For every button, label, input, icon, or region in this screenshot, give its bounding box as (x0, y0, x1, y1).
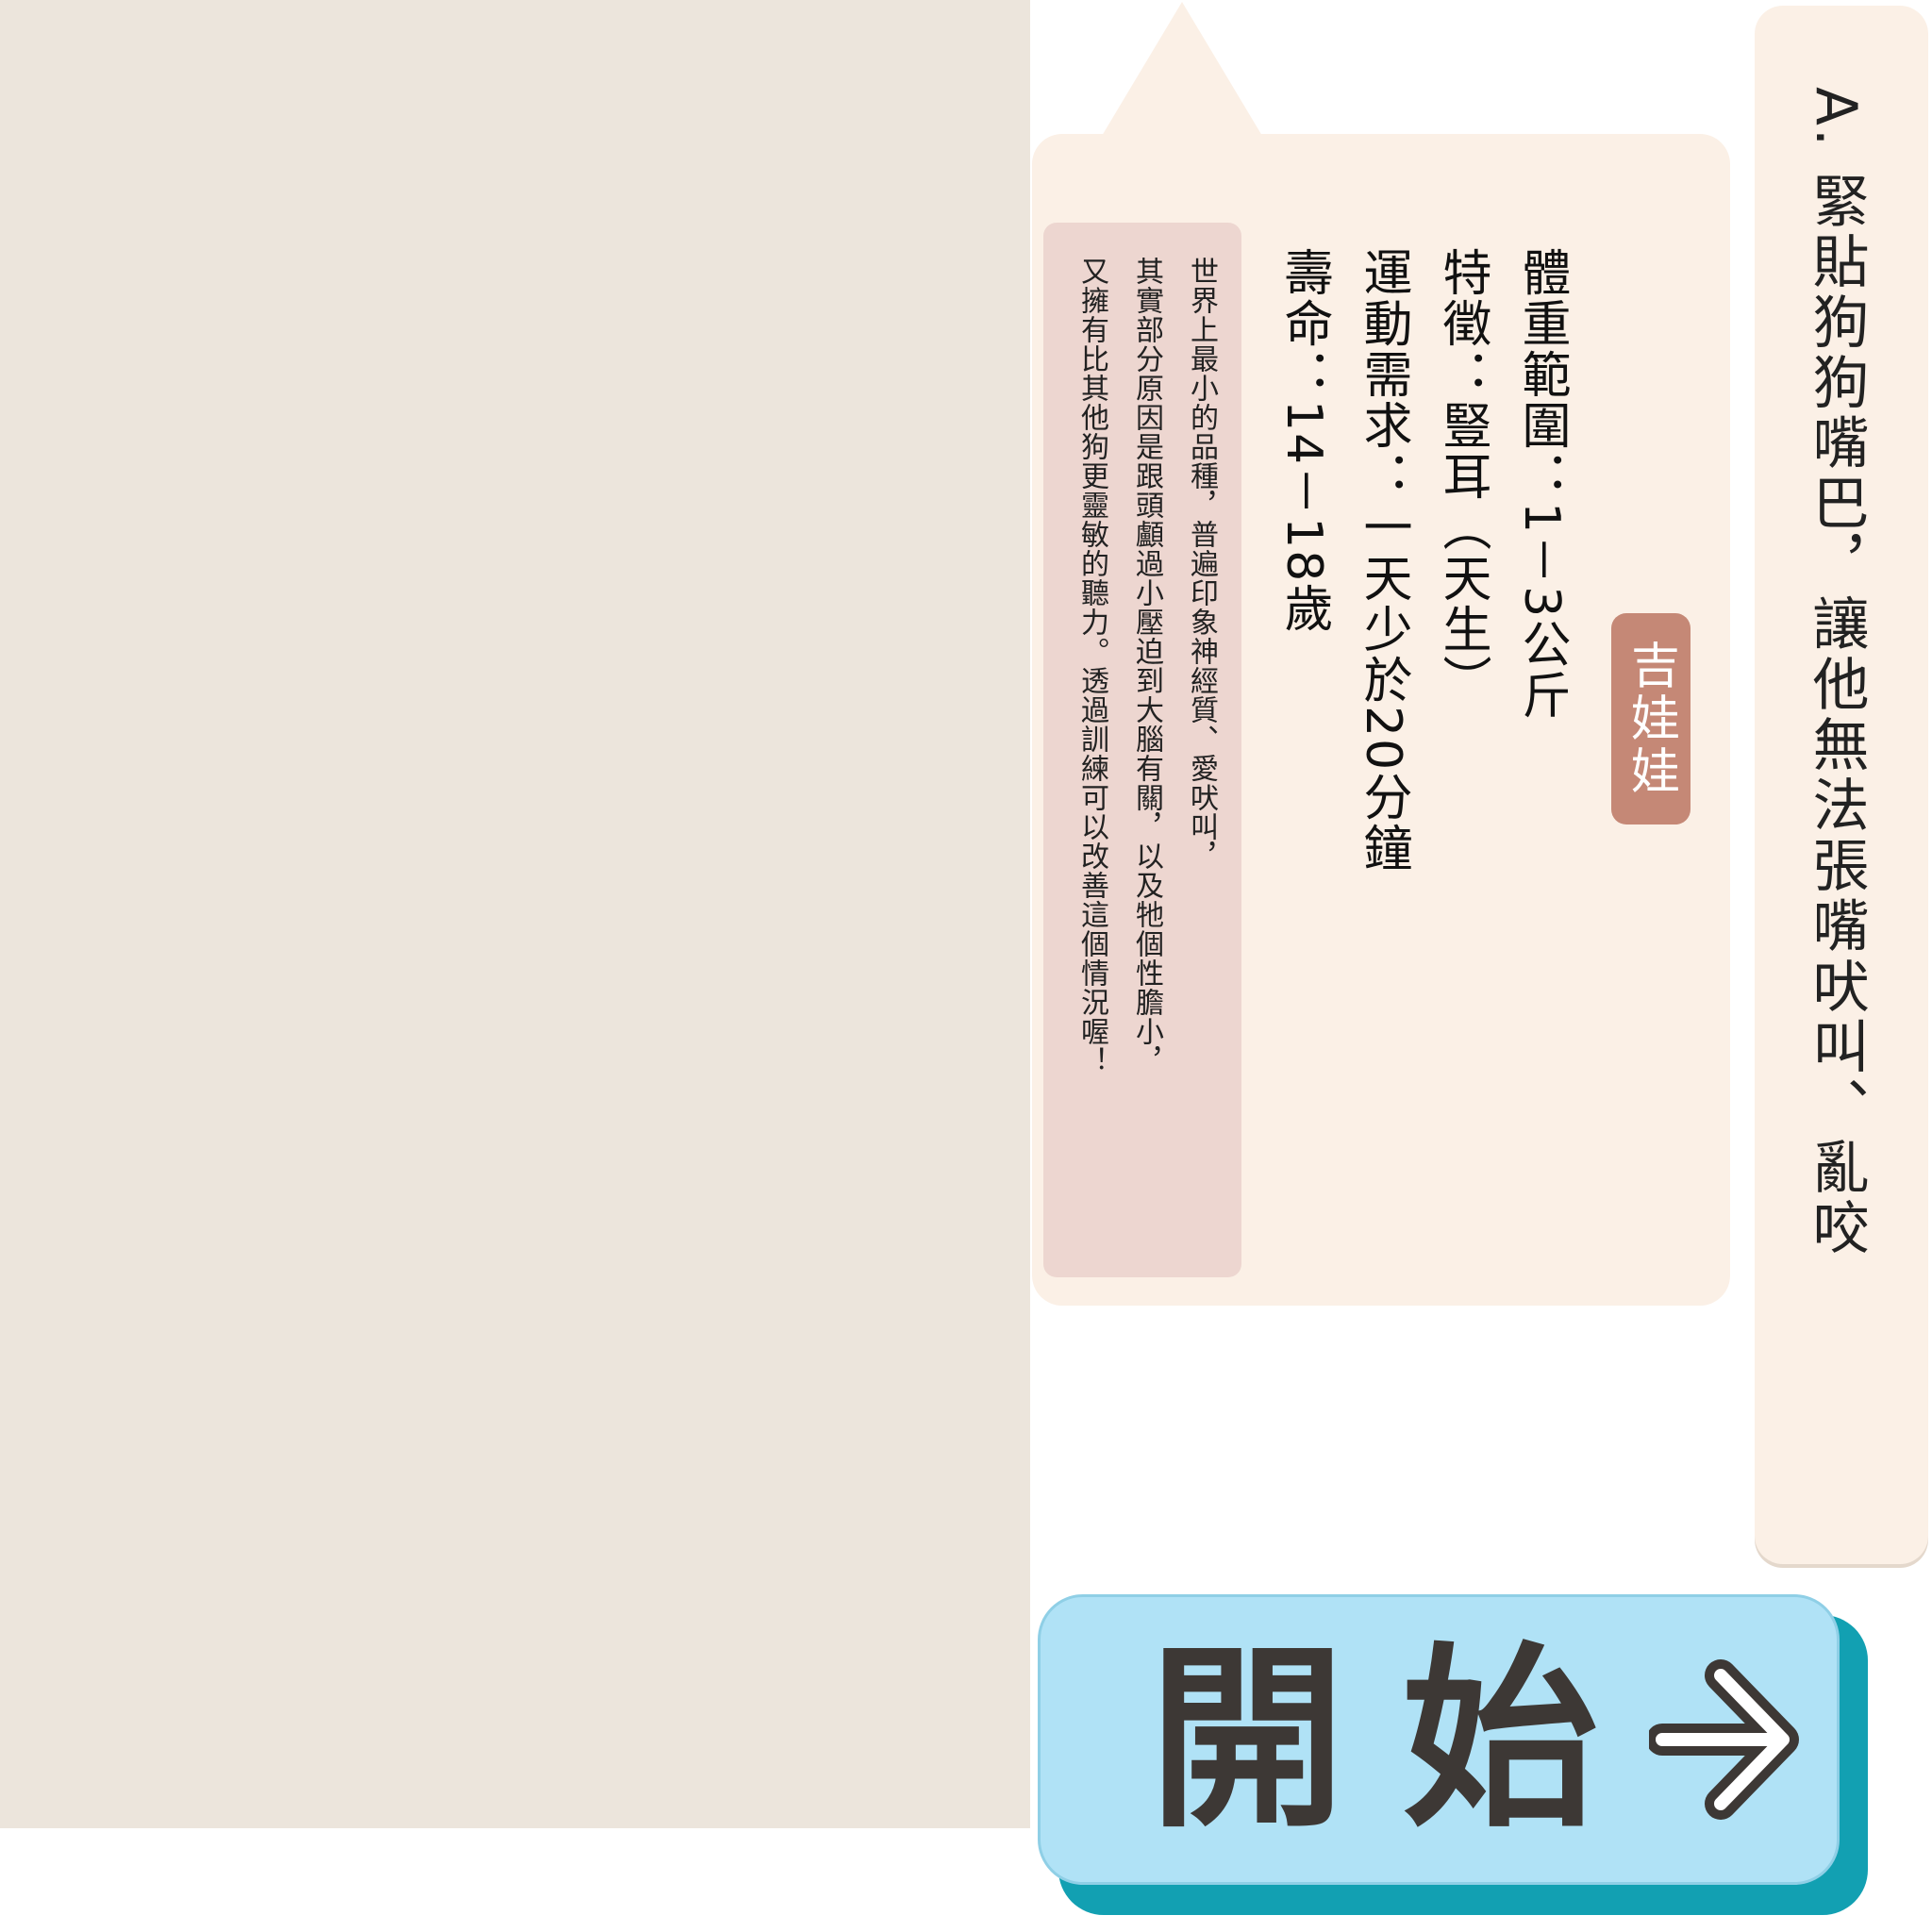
start-button-label: 開始 (1149, 1626, 1655, 1855)
stat-feature: 特徵：豎耳（天生） (1434, 247, 1491, 706)
arrow-right-icon (1649, 1659, 1799, 1820)
speech-bubble-tail (1102, 2, 1262, 136)
breed-stats: 體重範圍：1－3公斤 特徵：豎耳（天生） 運動需求：一天少於20分鐘 壽命：14… (1264, 247, 1581, 1002)
stat-exercise: 運動需求：一天少於20分鐘 (1355, 247, 1411, 874)
breed-name: 吉娃娃 (1622, 640, 1679, 798)
start-button[interactable]: 開始 (1038, 1594, 1868, 1915)
description-line: 世界上最小的品種，普遍印象神經質、愛吠叫， (1185, 257, 1218, 871)
answer-option-text: A. 緊貼狗狗嘴巴，讓他無法張嘴吠叫、亂咬 (1803, 87, 1869, 1259)
stat-weight: 體重範圍：1－3公斤 (1513, 247, 1570, 722)
answer-option-card[interactable] (1755, 6, 1928, 1564)
left-panel (0, 0, 1030, 1828)
breed-description: 世界上最小的品種，普遍印象神經質、愛吠叫， 其實部分原因是跟頭顱過小壓迫到大腦有… (1064, 257, 1228, 1257)
description-line: 其實部分原因是跟頭顱過小壓迫到大腦有關，以及牠個性膽小， (1130, 257, 1163, 1075)
breed-description-box (1043, 223, 1241, 1277)
stat-lifespan: 壽命：14－18歲 (1275, 247, 1332, 635)
description-line: 又擁有比其他狗更靈敏的聽力。透過訓練可以改善這個情況喔！ (1075, 257, 1108, 1075)
breed-name-tag: 吉娃娃 (1611, 613, 1690, 824)
